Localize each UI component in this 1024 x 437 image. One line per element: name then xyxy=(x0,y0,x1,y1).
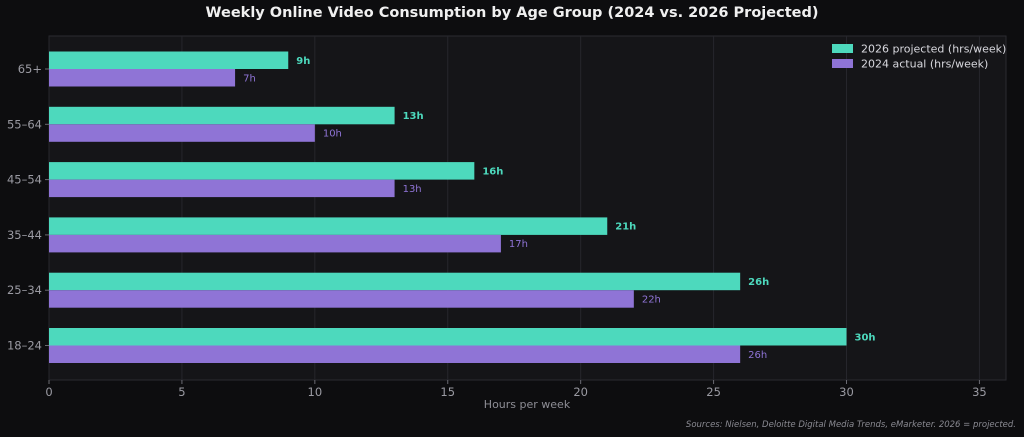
source-note: Sources: Nielsen, Deloitte Digital Media… xyxy=(685,420,1016,430)
bar-value-label: 13h xyxy=(403,184,422,195)
bar-2026-projected[interactable] xyxy=(49,328,847,346)
x-tick-label: 15 xyxy=(440,385,455,399)
category-label: 45–54 xyxy=(7,173,42,187)
bar-2024-actual[interactable] xyxy=(49,69,236,87)
category-label: 25–34 xyxy=(7,283,42,297)
bar-2024-actual[interactable] xyxy=(49,124,315,142)
x-tick-label: 10 xyxy=(308,385,323,399)
legend[interactable]: 2026 projected (hrs/week) 2024 actual (hr… xyxy=(832,43,1006,71)
bar-2026-projected[interactable] xyxy=(49,51,289,70)
bar-value-label: 13h xyxy=(403,111,424,122)
bar-value-label: 22h xyxy=(642,294,661,305)
bar-value-label: 16h xyxy=(482,166,503,177)
category-label: 35–44 xyxy=(7,228,42,242)
chart-title: Weekly Online Video Consumption by Age G… xyxy=(205,5,819,21)
bar-value-label: 21h xyxy=(615,222,636,233)
x-tick-label: 0 xyxy=(45,385,52,399)
bar-2026-projected[interactable] xyxy=(49,272,741,291)
legend-swatch xyxy=(832,44,853,53)
bar-2026-projected[interactable] xyxy=(49,106,395,125)
x-tick-label: 35 xyxy=(972,385,987,399)
bar-2024-actual[interactable] xyxy=(49,234,501,253)
bar-value-label: 17h xyxy=(509,239,528,250)
x-axis: 0 5 10 15 20 25 30 35 xyxy=(45,380,987,399)
grid-lines xyxy=(48,36,980,380)
x-tick-label: 20 xyxy=(573,385,588,399)
bar-value-label: 30h xyxy=(855,332,876,343)
bar-value-label: 26h xyxy=(748,277,769,288)
x-axis-title: Hours per week xyxy=(484,398,571,411)
category-label: 18–24 xyxy=(7,339,42,353)
bar-2024-actual[interactable] xyxy=(49,179,395,198)
bar-value-label: 26h xyxy=(748,350,767,361)
y-axis: 65+ 55–64 45–54 35–44 25–34 18–24 xyxy=(7,62,49,353)
legend-swatch xyxy=(832,59,853,68)
bar-value-label: 10h xyxy=(323,129,342,140)
category-label: 65+ xyxy=(18,62,42,76)
bar-2024-actual[interactable] xyxy=(49,290,634,308)
legend-entry[interactable]: 2026 projected (hrs/week) xyxy=(861,43,1006,56)
bar-value-label: 9h xyxy=(296,56,310,67)
bar-value-label: 7h xyxy=(243,73,256,84)
bar-2026-projected[interactable] xyxy=(49,217,608,235)
bar-2024-actual[interactable] xyxy=(49,345,741,364)
x-tick-label: 25 xyxy=(706,385,721,399)
bar-2026-projected[interactable] xyxy=(49,162,475,180)
legend-entry[interactable]: 2024 actual (hrs/week) xyxy=(861,58,988,71)
x-tick-label: 5 xyxy=(178,385,185,399)
bars: 9h 7h 13h 10h 16h 13h 21h 17h 26h 22h 30h 26h xyxy=(49,51,876,364)
category-label: 55–64 xyxy=(7,117,42,131)
x-tick-label: 30 xyxy=(839,385,854,399)
